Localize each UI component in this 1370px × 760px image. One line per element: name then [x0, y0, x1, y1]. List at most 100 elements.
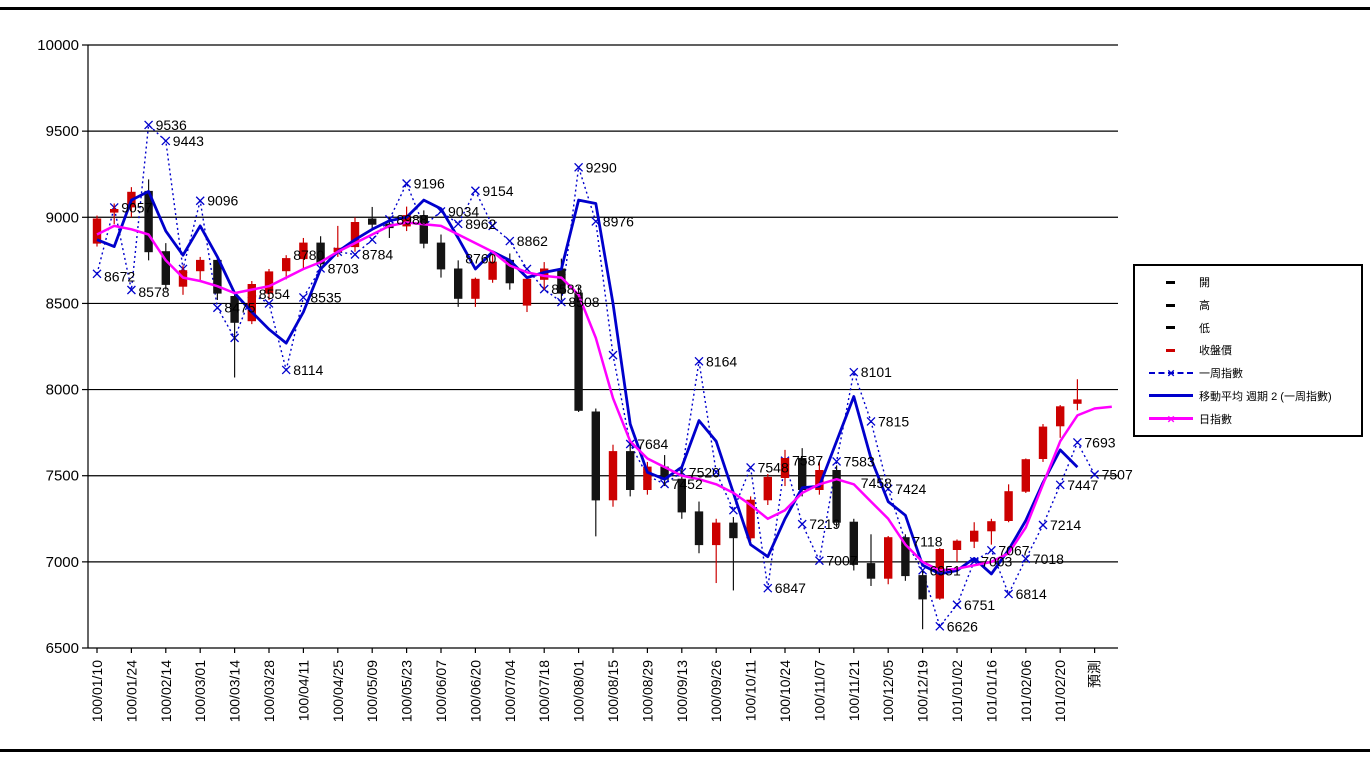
candle-down: [918, 575, 927, 600]
x-tick-label: 100/03/01: [192, 660, 208, 722]
x-tick-label: 100/03/14: [227, 660, 243, 722]
data-label: 8988: [396, 211, 427, 227]
data-label: 7003: [981, 553, 1012, 569]
data-label: 7520: [689, 464, 720, 480]
x-tick-label: 100/06/07: [433, 660, 449, 722]
candle-up: [196, 259, 205, 272]
candle-up: [350, 222, 360, 248]
x-tick-label: 101/01/16: [983, 660, 999, 722]
candle-up: [522, 278, 532, 306]
candle-down: [230, 296, 239, 323]
legend-label: 收盤價: [1199, 345, 1232, 358]
y-tick-label: 7000: [46, 554, 79, 571]
candle-up: [299, 242, 308, 260]
candle-up: [1073, 399, 1082, 404]
moving-average-line: [96, 190, 1079, 576]
legend-marker-tick-red: [1166, 348, 1175, 352]
data-label: 8672: [104, 269, 135, 285]
x-tick-label: 100/05/09: [364, 660, 380, 722]
data-label: 7684: [637, 436, 668, 452]
data-label: 7219: [809, 516, 840, 532]
data-label: 8554: [259, 286, 290, 302]
candle-up: [763, 476, 772, 501]
x-tick-label: 100/09/26: [708, 660, 724, 722]
candle-down: [436, 242, 446, 270]
data-label: 9536: [156, 117, 187, 133]
candle-up: [884, 537, 893, 579]
candle-up: [1021, 459, 1030, 492]
data-label: 7447: [1067, 477, 1098, 493]
legend-item: 移動平均 週期 2 (一周指數): [1149, 386, 1357, 406]
y-tick-label: 6500: [46, 640, 79, 657]
legend-label: 高: [1199, 300, 1210, 313]
data-label: 7424: [895, 481, 926, 497]
x-tick-label: 100/12/19: [915, 660, 931, 722]
x-tick-label: 100/10/11: [743, 660, 759, 721]
legend-item: × 一周指數: [1149, 363, 1357, 383]
x-tick-label: 100/11/07: [811, 660, 827, 721]
legend-label: 低: [1199, 322, 1210, 335]
legend-item: 開: [1149, 272, 1357, 292]
legend-label: 日指數: [1199, 413, 1232, 426]
data-label: 7118: [912, 534, 942, 550]
x-marker-icon: ×: [1167, 365, 1175, 381]
x-tick-label: 100/05/23: [399, 660, 415, 722]
y-tick-label: 9000: [46, 209, 79, 226]
data-label: 7587: [792, 453, 823, 469]
x-tick-label: 100/08/01: [571, 660, 587, 722]
data-label: 7007: [826, 553, 857, 569]
candle-down: [866, 563, 876, 579]
candle-down: [677, 478, 686, 513]
data-label: 9034: [448, 203, 479, 219]
data-label: 6626: [947, 618, 978, 634]
candle-up: [643, 466, 652, 491]
candle-up: [264, 271, 274, 294]
data-label: 9196: [414, 176, 445, 192]
x-tick-label: 100/04/25: [330, 660, 346, 722]
legend-item: × 日指數: [1149, 409, 1357, 429]
data-label: 7815: [878, 413, 909, 429]
x-tick-label: 100/08/29: [639, 660, 655, 722]
x-tick-label: 100/01/10: [89, 660, 105, 722]
candle-down: [832, 470, 841, 523]
legend-label: 開: [1199, 277, 1210, 290]
legend-marker-tick-black: [1166, 280, 1175, 284]
x-tick-label: 100/02/14: [158, 660, 174, 722]
candle-down: [316, 242, 325, 265]
data-label: 7548: [758, 459, 789, 475]
data-label: 8760: [465, 251, 496, 267]
data-label: 6814: [1016, 586, 1047, 602]
legend-item: 低: [1149, 318, 1357, 338]
window-bottom-border: [0, 749, 1370, 752]
candle-down: [574, 292, 583, 411]
y-tick-label: 7500: [46, 468, 79, 485]
candle-up: [1056, 406, 1065, 427]
data-label: 8114: [293, 362, 323, 378]
legend-marker-tick-black: [1166, 326, 1175, 330]
legend-marker-solid-x-magenta: ×: [1149, 413, 1193, 426]
y-tick-label: 8500: [46, 295, 79, 312]
y-tick-label: 9500: [46, 123, 79, 140]
x-tick-label: 預測: [1087, 660, 1103, 688]
data-label: 9057: [121, 200, 152, 216]
x-tick-label: 100/11/21: [846, 660, 862, 721]
data-label: 9443: [173, 133, 204, 149]
x-tick-label: 100/09/13: [674, 660, 690, 722]
candle-up: [712, 522, 721, 546]
x-marker-icon: ×: [1167, 411, 1175, 427]
candle-up: [987, 521, 996, 532]
candle-up: [247, 284, 257, 322]
data-label: 8862: [517, 233, 548, 249]
x-tick-label: 100/07/04: [502, 660, 518, 722]
y-tick-label: 8000: [46, 382, 79, 399]
x-tick-label: 101/01/02: [949, 660, 965, 722]
x-tick-label: 100/06/20: [467, 660, 483, 722]
data-label: 7583: [844, 453, 875, 469]
y-tick-label: 10000: [37, 37, 79, 54]
data-label: 8784: [362, 247, 393, 263]
candle-down: [161, 251, 171, 285]
candle-down: [419, 215, 429, 244]
candle-down: [729, 522, 738, 539]
x-axis: 100/01/10 100/01/24 100/02/14 100/03/01 100/…: [89, 648, 1103, 722]
